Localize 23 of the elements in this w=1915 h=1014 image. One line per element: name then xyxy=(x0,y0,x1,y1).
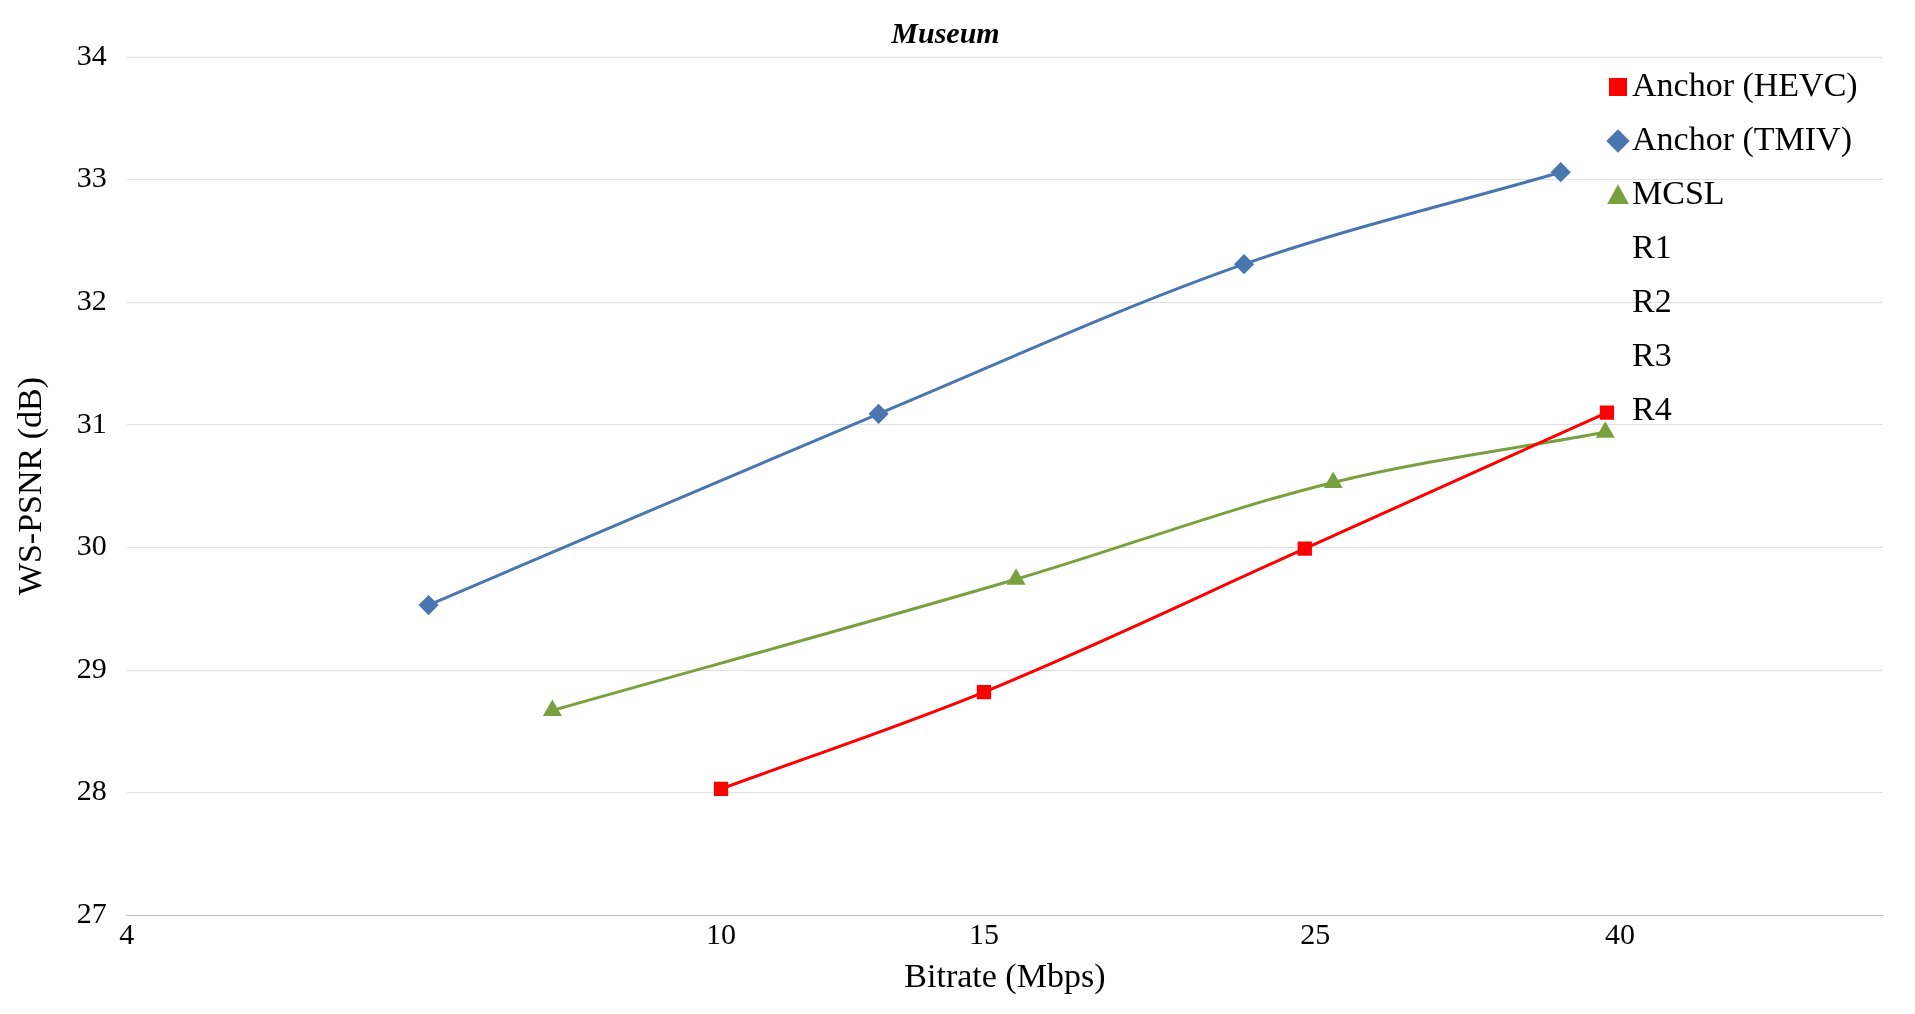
y-tick-label: 33 xyxy=(76,160,107,194)
y-tick-label: 29 xyxy=(76,650,107,684)
y-tick-label: 30 xyxy=(76,528,107,562)
x-tick-label: 25 xyxy=(1300,917,1331,951)
x-tick-label: 40 xyxy=(1605,917,1636,951)
annotation: R2 xyxy=(1632,281,1672,319)
legend-label: Anchor (TMIV) xyxy=(1632,119,1852,158)
legend-label: Anchor (HEVC) xyxy=(1632,65,1858,104)
x-axis-title: Bitrate (Mbps) xyxy=(904,956,1106,995)
y-tick-label: 32 xyxy=(76,283,107,317)
annotation: R3 xyxy=(1632,335,1672,373)
x-tick-label: 10 xyxy=(706,917,737,951)
y-tick-label: 27 xyxy=(76,896,107,930)
legend-label: MCSL xyxy=(1632,173,1725,211)
annotation: R1 xyxy=(1632,227,1672,265)
y-tick-label: 34 xyxy=(76,37,107,71)
y-tick-label: 28 xyxy=(76,773,107,807)
x-tick-label: 4 xyxy=(119,917,135,951)
annotation: R4 xyxy=(1632,389,1672,427)
y-axis-title: WS-PSNR (dB) xyxy=(11,377,50,596)
x-tick-label: 15 xyxy=(968,917,999,951)
y-tick-label: 31 xyxy=(76,405,107,439)
chart-title: Museum xyxy=(890,15,1000,49)
